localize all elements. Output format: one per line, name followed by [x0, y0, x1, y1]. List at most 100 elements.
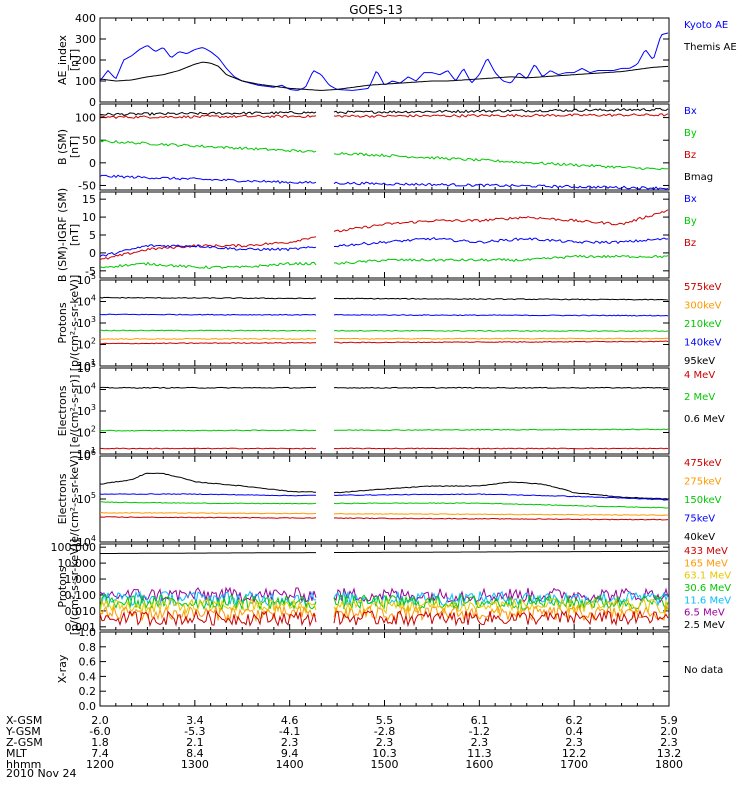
- y-axis-label-b: B (SM): [56, 129, 69, 165]
- ephemeris-value: 1500: [371, 758, 399, 771]
- series-line-protons_mev-2-5-mev: [334, 550, 668, 553]
- ephemeris-value: 2.1: [186, 736, 204, 749]
- legend-entry-electrons_mev: 4 MeV: [684, 370, 715, 381]
- y-tick-label-protons_low: 104: [77, 294, 96, 309]
- y-tick-label-electrons_mev: 103: [77, 403, 96, 418]
- ephemeris-value: 12.2: [562, 747, 587, 760]
- ephemeris-value: 5.9: [660, 714, 678, 727]
- legend-entry-protons_low: 210keV: [684, 319, 722, 330]
- series-line-electrons_mev-0-6-mev: [333, 386, 669, 389]
- y-tick-label-xray: 0.4: [79, 670, 97, 683]
- ephemeris-table: X-GSM 2.0 3.4 4.6 5.5 6.1 6.2 5.9 Y-GSM -6.0 -5.3 -…: [5, 714, 683, 771]
- panel-electrons_mev: 101 102 103 104 105 Electrons [e/(cm²-s-sr)] 4 …: [56, 360, 725, 461]
- legend-entry-xray: No data: [684, 665, 723, 676]
- series-line-protons_mev-433-mev: [333, 609, 669, 628]
- ephemeris-value: 1800: [655, 758, 683, 771]
- ephemeris-value: 1600: [465, 758, 493, 771]
- series-line-protons_low-140kev: [333, 313, 669, 317]
- legend-entry-protons_mev: 63.1 MeV: [684, 571, 731, 582]
- series-line-electrons_mev-2-mev: [333, 428, 669, 432]
- panel-xray: 0.0 0.2 0.40.6 0.8 1.0 X-ray No data: [56, 626, 723, 713]
- panel-frame-electrons_kev: [99, 455, 670, 543]
- ephemeris-value: 2.3: [565, 736, 583, 749]
- series-line-electrons_kev-475kev: [100, 516, 317, 519]
- y-tick-label-ae: 200: [75, 54, 96, 67]
- y-tick-label-electrons_mev: 102: [77, 425, 96, 440]
- legend-entry-electrons_kev: 275keV: [684, 477, 722, 488]
- series-line-electrons_mev-4-mev: [333, 447, 669, 450]
- legend-entry-db: Bx: [684, 194, 697, 205]
- y-tick-label-xray: 0.8: [79, 641, 97, 654]
- y-axis-label-electrons_mev: Electrons: [56, 385, 69, 436]
- series-line-electrons_kev-275kev: [333, 512, 669, 517]
- ephemeris-value: 5.5: [376, 714, 394, 727]
- legend-entry-protons_mev: 6.5 MeV: [684, 608, 725, 619]
- legend-entry-protons_mev: 165 MeV: [684, 558, 728, 569]
- y-tick-label-protons_low: 105: [77, 272, 96, 287]
- panel-frame-electrons_mev: [99, 367, 670, 455]
- ephemeris-value: 1700: [560, 758, 588, 771]
- ephemeris-value: 6.1: [471, 714, 489, 727]
- series-line-protons_low-300kev: [333, 337, 669, 340]
- series-line-protons_mev-63-1-mev: [333, 597, 669, 615]
- panel-electrons_kev: 104 105 106 Electrons [e/(cm²-s-sr-keV)] 475k…: [56, 448, 722, 549]
- y-axis-units-ae: [nT]: [68, 49, 81, 71]
- y-axis-units-protons_mev: [p/(cm²-s-sr-keV)]: [68, 539, 81, 636]
- date-label: 2010 Nov 24: [6, 767, 76, 780]
- ephemeris-value: 13.2: [657, 747, 682, 760]
- panel-frame-db: [99, 191, 670, 279]
- series-line-electrons_kev-475kev: [333, 517, 669, 521]
- y-tick-label-xray: 0.2: [79, 685, 97, 698]
- series-line-protons_mev-433-mev: [100, 609, 317, 628]
- y-tick-label-protons_mev: 1.000: [65, 573, 97, 586]
- series-line-b-bx: [100, 174, 317, 185]
- series-line-protons_low-210kev: [100, 329, 317, 332]
- ephemeris-label-mlt: MLT: [6, 747, 27, 760]
- y-tick-label-protons_mev: 10.000: [58, 557, 97, 570]
- ephemeris-value: -2.8: [374, 725, 395, 738]
- ephemeris-label-y-gsm: Y-GSM: [5, 725, 41, 738]
- ephemeris-value: 2.3: [281, 736, 299, 749]
- series-line-b-bmag: [333, 107, 669, 115]
- y-tick-label-protons_mev: 0.100: [65, 589, 97, 602]
- ephemeris-value: 0.4: [565, 725, 583, 738]
- series-line-protons_mev-6-5-mev: [100, 586, 317, 604]
- series-line-b-by: [333, 151, 669, 171]
- legend-entry-b: By: [684, 128, 697, 139]
- ephemeris-value: 2.3: [471, 736, 489, 749]
- y-tick-label-protons_low: 102: [77, 337, 96, 352]
- y-tick-label-b: 50: [82, 134, 96, 147]
- y-tick-label-ae: 300: [75, 33, 96, 46]
- plot-title: GOES-13: [349, 3, 403, 17]
- series-line-protons_low-95kev: [100, 296, 316, 300]
- legend-entry-protons_mev: 11.6 MeV: [684, 595, 731, 606]
- legend-entry-electrons_kev: 40keV: [684, 532, 715, 543]
- series-line-electrons_kev-75kev: [333, 493, 669, 501]
- panel-protons_low: 101 102 103 104 105 Protons [p/(cm²-s-sr-keV)]…: [56, 272, 722, 373]
- y-axis-label-protons_mev: Protons: [56, 566, 69, 607]
- y-tick-label-electrons_kev: 106: [77, 448, 96, 463]
- ephemeris-value: -1.2: [469, 725, 490, 738]
- legend-entry-protons_mev: 433 MeV: [684, 546, 728, 557]
- legend-entry-protons_mev: 30.6 MeV: [684, 583, 731, 594]
- ephemeris-label-x-gsm: X-GSM: [6, 714, 42, 727]
- y-axis-units-db: [nT]: [68, 224, 81, 246]
- series-line-protons_low-95kev: [333, 297, 669, 301]
- ephemeris-value: 6.2: [565, 714, 583, 727]
- ephemeris-value: 8.4: [186, 747, 204, 760]
- y-axis-label-ae: AE_index: [56, 34, 69, 85]
- ephemeris-value: 2.0: [660, 725, 678, 738]
- series-line-protons_mev-6-5-mev: [333, 587, 669, 604]
- series-line-electrons_mev-4-mev: [100, 447, 317, 450]
- ephemeris-value: -4.1: [279, 725, 300, 738]
- legend-entry-electrons_mev: 0.6 MeV: [684, 414, 725, 425]
- ephemeris-label-z-gsm: Z-GSM: [6, 736, 43, 749]
- y-axis-units-electrons_mev: [e/(cm²-s-sr)]: [68, 375, 81, 448]
- y-tick-label-electrons_mev: 104: [77, 382, 96, 397]
- y-axis-units-b: [nT]: [68, 136, 81, 158]
- y-tick-label-protons_low: 103: [77, 315, 96, 330]
- series-line-protons_mev-2-5-mev: [100, 552, 316, 554]
- y-tick-label-b: 100: [75, 112, 96, 125]
